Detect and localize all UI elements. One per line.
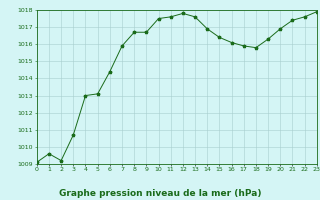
Text: Graphe pression niveau de la mer (hPa): Graphe pression niveau de la mer (hPa) — [59, 189, 261, 198]
